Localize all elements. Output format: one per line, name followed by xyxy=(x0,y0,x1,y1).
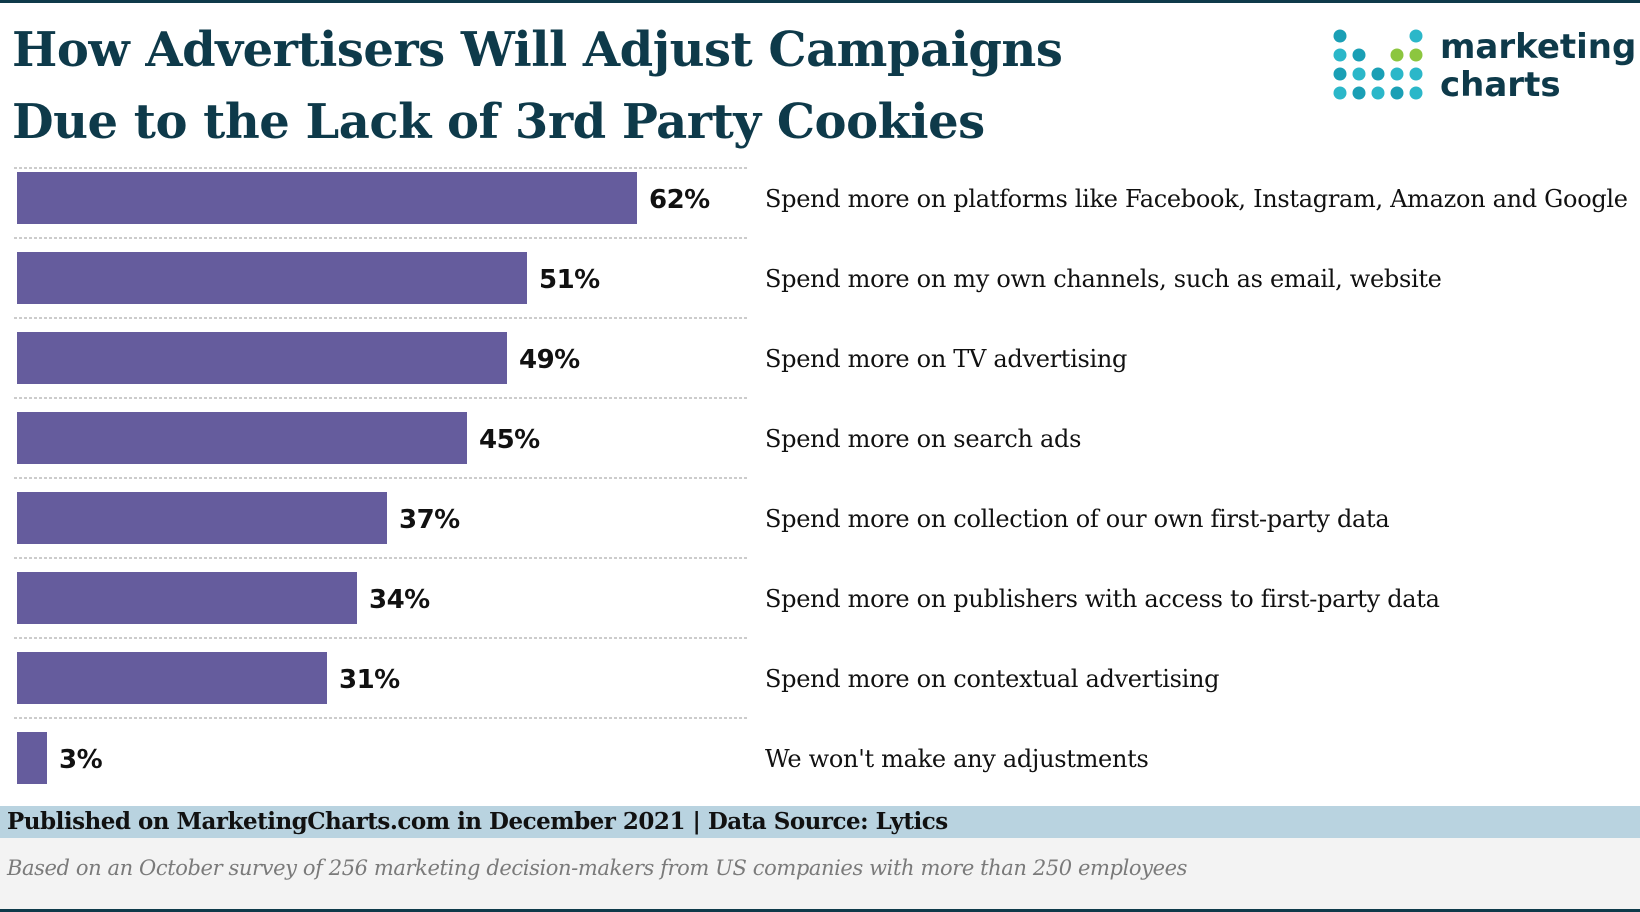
bar-2 xyxy=(17,252,527,304)
category-label: We won't make any adjustments xyxy=(765,745,1148,773)
category-label: Spend more on my own channels, such as e… xyxy=(765,265,1442,293)
bar-value-label: 49% xyxy=(519,345,580,375)
logo-dot xyxy=(1371,67,1385,81)
bar-5 xyxy=(17,492,387,544)
logo-dot xyxy=(1390,86,1404,100)
logo-dot xyxy=(1371,86,1385,100)
bar-value-label: 31% xyxy=(339,665,400,695)
bar-6 xyxy=(17,572,357,624)
bar-1 xyxy=(17,172,637,224)
logo-line-2: charts xyxy=(1440,65,1561,105)
category-label: Spend more on contextual advertising xyxy=(765,665,1219,693)
category-label: Spend more on platforms like Facebook, I… xyxy=(765,185,1628,213)
logo-dot xyxy=(1352,48,1366,62)
logo-dot xyxy=(1409,48,1423,62)
footer-source-band: Published on MarketingCharts.com in Dece… xyxy=(0,806,1640,838)
footer-note: Based on an October survey of 256 market… xyxy=(7,856,1188,880)
category-label: Spend more on TV advertising xyxy=(765,345,1127,373)
logo-dot xyxy=(1333,48,1347,62)
footer-note-band: Based on an October survey of 256 market… xyxy=(0,838,1640,912)
logo-dot xyxy=(1409,67,1423,81)
top-rule xyxy=(0,0,1640,3)
bar-4 xyxy=(17,412,467,464)
logo-dot xyxy=(1333,67,1347,81)
bar-value-label: 3% xyxy=(59,745,103,775)
category-label: Spend more on publishers with access to … xyxy=(765,585,1440,613)
bar-value-label: 62% xyxy=(649,185,710,215)
logo-dot xyxy=(1352,86,1366,100)
bar-3 xyxy=(17,332,507,384)
footer-source: Published on MarketingCharts.com in Dece… xyxy=(7,808,948,835)
logo-dot xyxy=(1409,86,1423,100)
logo-dot xyxy=(1409,29,1423,43)
bar-value-label: 37% xyxy=(399,505,460,535)
bar-value-label: 45% xyxy=(479,425,540,455)
chart-title: How Advertisers Will Adjust Campaigns Du… xyxy=(12,22,1063,150)
marketingcharts-logo: marketing charts xyxy=(1332,24,1636,104)
logo-dots-icon xyxy=(1333,29,1423,100)
bottom-rule xyxy=(0,909,1640,912)
bar-chart: 62% Spend more on platforms like Facebook… xyxy=(14,167,1628,784)
bar-7 xyxy=(17,652,327,704)
logo-dot xyxy=(1390,48,1404,62)
logo-wordmark: marketing charts xyxy=(1440,28,1636,104)
bar-8 xyxy=(17,732,47,784)
bar-value-label: 34% xyxy=(369,585,430,615)
bar-value-label: 51% xyxy=(539,265,600,295)
logo-dot xyxy=(1333,86,1347,100)
category-label: Spend more on collection of our own firs… xyxy=(765,505,1389,533)
logo-dot xyxy=(1390,67,1404,81)
logo-dot xyxy=(1352,67,1366,81)
logo-dot xyxy=(1333,29,1347,43)
category-label: Spend more on search ads xyxy=(765,425,1081,453)
logo-line-1: marketing xyxy=(1440,27,1637,67)
